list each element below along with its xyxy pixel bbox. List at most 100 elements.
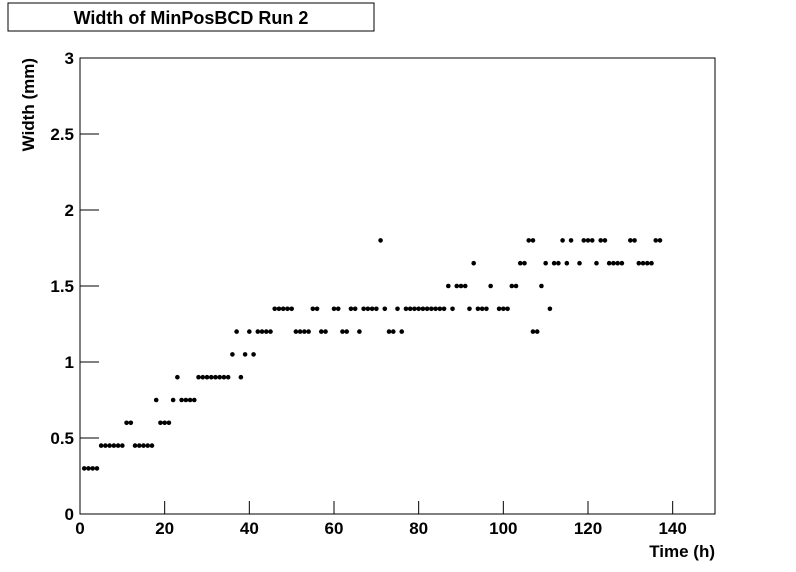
point <box>272 306 278 312</box>
point <box>128 420 134 426</box>
x-tick-label: 80 <box>409 519 428 538</box>
y-tick-label: 0.5 <box>50 429 74 448</box>
point <box>162 420 167 426</box>
point <box>475 306 481 312</box>
y-tick-label: 2 <box>65 201 74 220</box>
point <box>145 443 151 448</box>
point <box>551 260 557 266</box>
point <box>611 260 616 266</box>
point <box>560 238 565 243</box>
point <box>225 374 231 380</box>
x-tick-label: 0 <box>75 519 84 538</box>
point <box>153 397 159 403</box>
point <box>628 238 633 243</box>
point <box>196 374 201 380</box>
point <box>488 283 493 289</box>
point <box>640 260 646 266</box>
point <box>568 238 574 243</box>
point <box>395 306 400 312</box>
point <box>416 306 421 312</box>
point <box>594 260 599 266</box>
point <box>420 306 426 312</box>
point <box>289 306 294 312</box>
x-tick-label: 40 <box>240 519 259 538</box>
point <box>403 306 409 312</box>
point <box>302 329 307 334</box>
point <box>221 374 227 380</box>
point <box>200 374 206 380</box>
point <box>374 306 379 312</box>
point <box>217 374 222 380</box>
point <box>619 260 625 266</box>
point <box>124 420 129 426</box>
point <box>369 306 375 312</box>
point <box>522 260 527 266</box>
x-tick-label: 120 <box>574 519 602 538</box>
point <box>115 443 121 448</box>
point <box>323 329 328 334</box>
point <box>606 260 612 266</box>
point <box>543 260 548 266</box>
point <box>644 260 650 266</box>
point <box>238 374 244 380</box>
point <box>242 352 248 357</box>
point <box>589 238 595 243</box>
point <box>496 306 502 312</box>
point <box>208 374 214 380</box>
point <box>111 443 117 448</box>
x-axis-label: Time (h) <box>649 542 715 561</box>
point <box>462 283 468 289</box>
point <box>386 329 392 334</box>
point <box>268 329 273 334</box>
title-box <box>7 2 375 32</box>
point <box>458 283 464 289</box>
chart-title: Width of MinPosBCD Run 2 <box>74 8 309 28</box>
point <box>158 420 163 426</box>
point <box>517 260 523 266</box>
point <box>433 306 438 312</box>
point <box>534 329 540 334</box>
point <box>344 329 350 334</box>
point <box>352 306 358 312</box>
point <box>247 329 252 334</box>
point <box>234 329 239 334</box>
point <box>251 352 256 357</box>
point <box>636 260 642 266</box>
point <box>390 329 396 334</box>
point <box>556 260 561 266</box>
point <box>530 238 536 243</box>
point <box>526 238 532 243</box>
point <box>141 443 146 448</box>
point <box>179 397 184 403</box>
point <box>183 397 189 403</box>
point <box>98 443 104 448</box>
x-tick-label: 140 <box>658 519 686 538</box>
point <box>424 306 430 312</box>
y-tick-label: 1 <box>65 353 74 372</box>
point <box>602 238 608 243</box>
point <box>513 283 519 289</box>
y-axis-label: Width (mm) <box>19 58 38 151</box>
point <box>361 306 366 312</box>
point <box>276 306 282 312</box>
point <box>407 306 413 312</box>
point <box>539 283 544 289</box>
point <box>213 374 218 380</box>
y-tick-label: 3 <box>65 49 74 68</box>
point <box>335 306 341 312</box>
point <box>454 283 460 289</box>
point <box>632 238 637 243</box>
point <box>255 329 261 334</box>
y-tick-label: 1.5 <box>50 277 74 296</box>
point <box>429 306 434 312</box>
point <box>509 283 515 289</box>
point <box>547 306 553 312</box>
point <box>501 306 506 312</box>
point <box>175 374 180 380</box>
point <box>107 443 112 448</box>
point <box>90 466 95 471</box>
point <box>297 329 303 334</box>
point <box>306 329 311 334</box>
point <box>530 329 536 334</box>
point <box>467 306 472 312</box>
